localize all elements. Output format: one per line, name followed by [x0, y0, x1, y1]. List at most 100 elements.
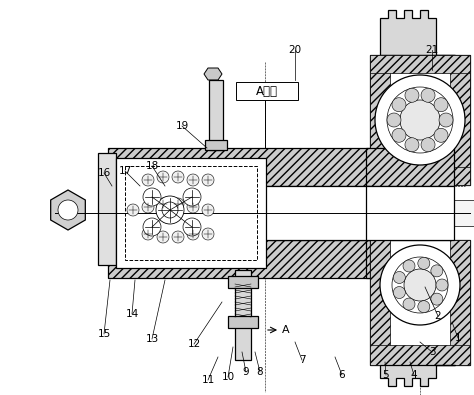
Circle shape — [183, 188, 201, 206]
Polygon shape — [380, 365, 455, 386]
Circle shape — [393, 286, 405, 299]
Bar — [370, 240, 470, 365]
Circle shape — [187, 201, 199, 213]
Circle shape — [434, 98, 448, 112]
Circle shape — [187, 228, 199, 240]
Circle shape — [142, 228, 154, 240]
Text: 9: 9 — [243, 367, 249, 377]
Text: 20: 20 — [289, 45, 301, 55]
Circle shape — [58, 200, 78, 220]
Text: 8: 8 — [257, 367, 264, 377]
Circle shape — [375, 75, 465, 165]
Circle shape — [127, 204, 139, 216]
Circle shape — [183, 218, 201, 236]
Circle shape — [172, 171, 184, 183]
Bar — [98, 153, 116, 265]
Bar — [370, 240, 390, 365]
Bar — [370, 345, 470, 365]
Circle shape — [162, 202, 178, 218]
Text: 19: 19 — [175, 121, 189, 131]
Circle shape — [380, 245, 460, 325]
Text: 18: 18 — [146, 161, 159, 171]
Bar — [55, 198, 71, 222]
Circle shape — [157, 171, 169, 183]
Circle shape — [142, 201, 154, 213]
Circle shape — [403, 298, 415, 310]
Bar — [450, 55, 470, 185]
Bar — [228, 276, 258, 288]
Text: 14: 14 — [126, 309, 138, 319]
Bar — [209, 80, 223, 150]
Text: 3: 3 — [428, 347, 435, 357]
Text: 4: 4 — [410, 370, 417, 380]
Polygon shape — [380, 10, 455, 55]
Text: 1: 1 — [455, 333, 461, 343]
Circle shape — [405, 138, 419, 152]
Text: 16: 16 — [97, 168, 110, 178]
Bar — [366, 148, 454, 186]
Circle shape — [187, 174, 199, 186]
Bar — [235, 270, 251, 360]
Text: 15: 15 — [97, 329, 110, 339]
Bar — [370, 55, 470, 73]
Circle shape — [393, 271, 405, 284]
Circle shape — [202, 228, 214, 240]
Bar — [228, 316, 258, 328]
Bar — [370, 55, 390, 185]
Circle shape — [421, 88, 435, 102]
Bar — [108, 186, 370, 240]
Circle shape — [405, 88, 419, 102]
Bar — [366, 240, 454, 278]
Bar — [108, 240, 370, 278]
Text: A: A — [282, 325, 290, 335]
Bar — [370, 55, 470, 185]
Text: 5: 5 — [383, 370, 389, 380]
Circle shape — [418, 257, 430, 269]
Text: 6: 6 — [339, 370, 346, 380]
Circle shape — [434, 128, 448, 142]
Bar — [125, 166, 257, 260]
Circle shape — [404, 269, 436, 301]
Text: 7: 7 — [299, 355, 305, 365]
Bar — [370, 167, 470, 185]
Polygon shape — [51, 190, 85, 230]
Circle shape — [142, 174, 154, 186]
Bar — [236, 82, 298, 100]
Text: 17: 17 — [118, 166, 132, 176]
Text: 11: 11 — [201, 375, 215, 385]
Text: 21: 21 — [425, 45, 438, 55]
Circle shape — [156, 196, 184, 224]
Circle shape — [387, 113, 401, 127]
Circle shape — [436, 279, 448, 291]
Circle shape — [202, 174, 214, 186]
Text: A剖面: A剖面 — [256, 85, 278, 98]
Text: 12: 12 — [187, 339, 201, 349]
Text: 10: 10 — [221, 372, 235, 382]
Bar — [108, 148, 370, 186]
Circle shape — [400, 100, 440, 140]
Circle shape — [403, 260, 415, 272]
Text: 2: 2 — [435, 311, 441, 321]
Circle shape — [421, 138, 435, 152]
Bar — [450, 240, 470, 365]
Circle shape — [143, 188, 161, 206]
Circle shape — [172, 198, 184, 210]
Circle shape — [418, 301, 430, 313]
Circle shape — [392, 98, 406, 112]
Circle shape — [157, 198, 169, 210]
Text: 13: 13 — [146, 334, 159, 344]
Circle shape — [431, 293, 443, 305]
Circle shape — [157, 231, 169, 243]
Circle shape — [439, 113, 453, 127]
Bar — [116, 158, 266, 268]
Circle shape — [202, 204, 214, 216]
Circle shape — [143, 218, 161, 236]
Circle shape — [431, 265, 443, 277]
Circle shape — [387, 87, 453, 153]
Bar — [366, 186, 454, 240]
Bar — [265, 200, 474, 226]
Circle shape — [172, 231, 184, 243]
Bar — [205, 140, 227, 150]
Circle shape — [392, 128, 406, 142]
Polygon shape — [204, 68, 222, 80]
